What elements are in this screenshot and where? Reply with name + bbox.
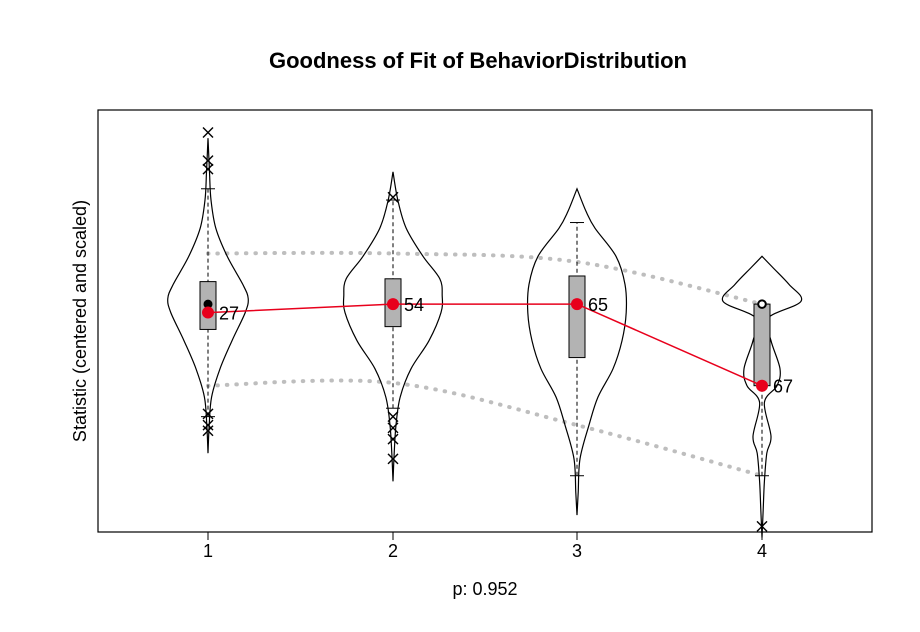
outlier-stroke <box>387 422 399 434</box>
iqr-box <box>753 303 771 387</box>
iqr-box <box>568 275 586 359</box>
outlier-marker <box>387 422 399 434</box>
observed-point-1 <box>202 306 214 319</box>
x-tick-label-2: 2 <box>388 541 398 561</box>
chart-title: Goodness of Fit of BehaviorDistribution <box>269 48 687 73</box>
x-tick-label-3: 3 <box>572 541 582 561</box>
violin-1 <box>167 127 249 454</box>
outlier-marker <box>202 408 214 420</box>
outlier-stroke <box>387 453 399 465</box>
outlier-marker <box>387 191 399 203</box>
x-tick-label-1: 1 <box>203 541 213 561</box>
outlier-stroke <box>202 419 214 431</box>
outlier-stroke <box>387 191 399 203</box>
observed-series: 27 54 65 67 <box>202 295 793 397</box>
violin-outline <box>167 138 249 454</box>
outlier-stroke <box>387 433 399 445</box>
y-axis-label: Statistic (centered and scaled) <box>70 200 90 442</box>
outlier-stroke <box>202 127 214 139</box>
violins <box>167 127 803 538</box>
outlier-marker <box>387 411 399 423</box>
upper-envelope-line <box>206 250 764 307</box>
x-tick-label-4: 4 <box>757 541 767 561</box>
outlier-stroke <box>202 163 214 175</box>
outlier-stroke <box>202 155 214 167</box>
outlier-marker <box>387 453 399 465</box>
observed-label-1: 27 <box>219 304 239 324</box>
outlier-stroke <box>202 408 214 420</box>
median-marker-1 <box>203 299 213 309</box>
outlier-stroke <box>756 520 768 532</box>
observed-point-4 <box>756 379 768 392</box>
outlier-marker <box>387 433 399 445</box>
observed-point-3 <box>571 298 583 311</box>
simulation-envelopes <box>206 250 764 478</box>
outlier-marker <box>202 127 214 139</box>
outlier-marker <box>202 155 214 167</box>
violin-outline <box>342 171 444 482</box>
violin-2 <box>342 171 444 482</box>
outlier-marker <box>202 425 214 437</box>
observed-point-2 <box>387 298 399 311</box>
observed-label-4: 67 <box>773 377 793 397</box>
observed-line <box>207 303 763 387</box>
outlier-marker <box>202 163 214 175</box>
median-marker-4 <box>757 299 767 309</box>
outlier-stroke <box>387 411 399 423</box>
outlier-marker <box>202 419 214 431</box>
observed-label-3: 65 <box>588 295 608 315</box>
violin-outline <box>721 255 803 538</box>
x-axis: 1 2 3 4 <box>203 532 767 561</box>
lower-envelope-line <box>206 378 764 478</box>
observed-label-2: 54 <box>404 295 424 315</box>
x-axis-label: p: 0.952 <box>452 579 517 599</box>
violin-3 <box>526 187 628 516</box>
outlier-stroke <box>202 425 214 437</box>
plot-frame <box>97 109 873 533</box>
outlier-marker <box>756 520 768 532</box>
violin-outline <box>526 187 628 516</box>
